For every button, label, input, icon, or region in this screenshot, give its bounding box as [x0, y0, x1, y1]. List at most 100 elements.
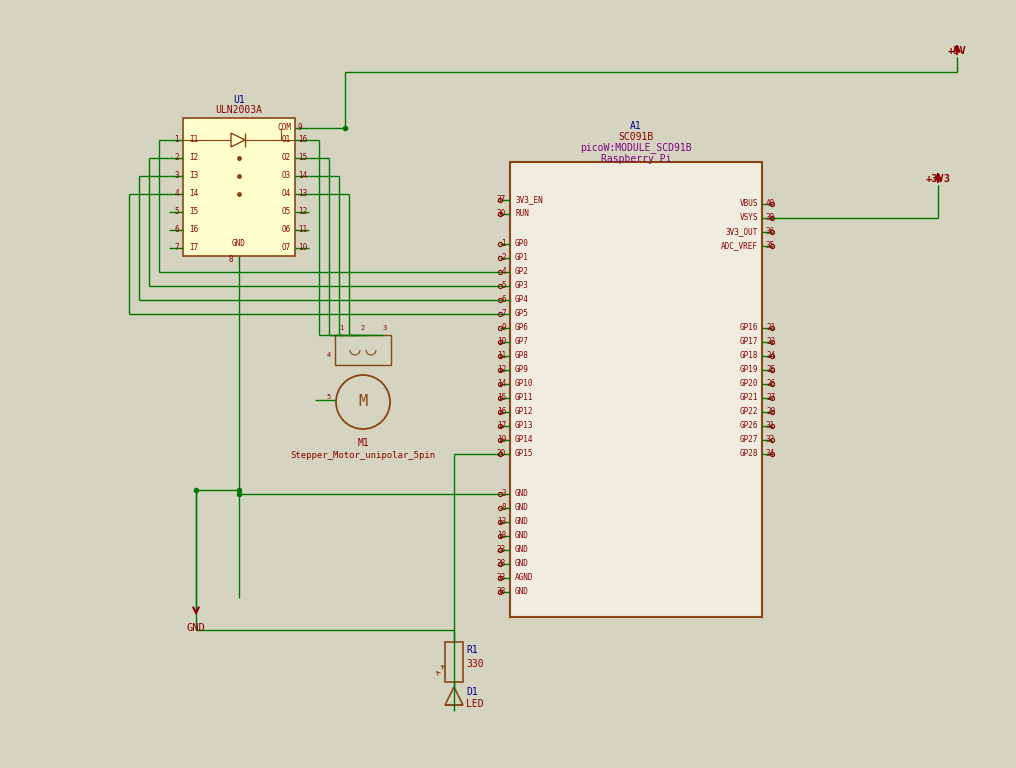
Text: 16: 16 [298, 135, 307, 144]
Text: 33: 33 [497, 574, 506, 582]
Text: 37: 37 [497, 196, 506, 204]
Text: 3: 3 [383, 325, 387, 331]
Text: 13: 13 [497, 518, 506, 527]
Text: GND: GND [515, 518, 529, 527]
Text: GP9: GP9 [515, 366, 529, 375]
Text: GND: GND [515, 545, 529, 554]
Text: D1: D1 [466, 687, 478, 697]
Text: 3: 3 [175, 171, 179, 180]
Text: I2: I2 [189, 154, 198, 163]
Text: 4: 4 [501, 267, 506, 276]
Text: 14: 14 [298, 171, 307, 180]
Text: GP13: GP13 [515, 422, 533, 431]
Text: 9: 9 [298, 124, 303, 133]
Text: 28: 28 [497, 560, 506, 568]
Text: 3V3_EN: 3V3_EN [515, 196, 543, 204]
Text: 13: 13 [298, 190, 307, 198]
Text: I7: I7 [189, 243, 198, 253]
Bar [183, 118, 295, 256]
Text: 40: 40 [766, 200, 775, 208]
Text: O3: O3 [281, 171, 291, 180]
Text: 5: 5 [501, 282, 506, 290]
Text: 14: 14 [497, 379, 506, 389]
Text: R1: R1 [466, 645, 478, 655]
Text: Stepper_Motor_unipolar_5pin: Stepper_Motor_unipolar_5pin [291, 451, 436, 459]
Text: 7: 7 [501, 310, 506, 319]
Text: GP17: GP17 [740, 337, 758, 346]
Text: GP28: GP28 [740, 449, 758, 458]
Text: VBUS: VBUS [740, 200, 758, 208]
Text: LED: LED [466, 699, 484, 709]
Text: GND: GND [515, 531, 529, 541]
Text: U1: U1 [233, 95, 245, 105]
Text: GND: GND [515, 504, 529, 512]
Text: 12: 12 [497, 366, 506, 375]
Text: GND: GND [515, 588, 529, 597]
Text: GP8: GP8 [515, 352, 529, 360]
Text: 34: 34 [766, 449, 775, 458]
Bar [445, 642, 463, 682]
Text: GP1: GP1 [515, 253, 529, 263]
Text: GND: GND [515, 489, 529, 498]
Text: RUN: RUN [515, 210, 529, 219]
Text: I1: I1 [189, 135, 198, 144]
Text: M1: M1 [358, 438, 369, 448]
Bar [335, 335, 391, 365]
Text: 7: 7 [175, 243, 179, 253]
Text: 17: 17 [497, 422, 506, 431]
Text: 1: 1 [175, 135, 179, 144]
Text: 39: 39 [766, 214, 775, 223]
Text: 31: 31 [766, 422, 775, 431]
Text: GP10: GP10 [515, 379, 533, 389]
Text: GND: GND [187, 623, 205, 633]
Text: ULN2003A: ULN2003A [215, 105, 262, 115]
Text: ADC_VREF: ADC_VREF [721, 241, 758, 250]
Text: GP27: GP27 [740, 435, 758, 445]
Text: 20: 20 [497, 449, 506, 458]
Text: 22: 22 [766, 337, 775, 346]
Text: A1: A1 [630, 121, 642, 131]
Text: 21: 21 [766, 323, 775, 333]
Text: GP3: GP3 [515, 282, 529, 290]
Text: 27: 27 [766, 393, 775, 402]
Text: GP11: GP11 [515, 393, 533, 402]
Text: 3: 3 [501, 489, 506, 498]
Text: 6: 6 [175, 226, 179, 234]
Text: 5: 5 [327, 394, 331, 400]
Text: 29: 29 [766, 408, 775, 416]
Text: O2: O2 [281, 154, 291, 163]
Text: GP20: GP20 [740, 379, 758, 389]
Text: 16: 16 [497, 408, 506, 416]
Text: 38: 38 [497, 588, 506, 597]
Text: VSYS: VSYS [740, 214, 758, 223]
Text: AGND: AGND [515, 574, 533, 582]
Text: O5: O5 [281, 207, 291, 217]
Text: 12: 12 [298, 207, 307, 217]
Text: 10: 10 [497, 337, 506, 346]
Text: 23: 23 [497, 545, 506, 554]
Text: GP21: GP21 [740, 393, 758, 402]
Text: picoW:MODULE_SCD91B: picoW:MODULE_SCD91B [580, 143, 692, 154]
Text: 1: 1 [501, 240, 506, 249]
Bar [510, 162, 762, 617]
Text: 9: 9 [501, 323, 506, 333]
Text: 24: 24 [766, 352, 775, 360]
Text: I5: I5 [189, 207, 198, 217]
Text: 36: 36 [766, 227, 775, 237]
Text: GND: GND [515, 560, 529, 568]
Text: 19: 19 [497, 435, 506, 445]
Text: 15: 15 [497, 393, 506, 402]
Text: 26: 26 [766, 379, 775, 389]
Text: 1: 1 [339, 325, 343, 331]
Text: GP7: GP7 [515, 337, 529, 346]
Text: GP26: GP26 [740, 422, 758, 431]
Text: I4: I4 [189, 190, 198, 198]
Text: 6: 6 [501, 296, 506, 304]
Text: GP0: GP0 [515, 240, 529, 249]
Text: +3V3: +3V3 [926, 174, 951, 184]
Text: 2: 2 [361, 325, 365, 331]
Text: GP4: GP4 [515, 296, 529, 304]
Text: M: M [359, 395, 368, 409]
Text: 25: 25 [766, 366, 775, 375]
Text: I3: I3 [189, 171, 198, 180]
